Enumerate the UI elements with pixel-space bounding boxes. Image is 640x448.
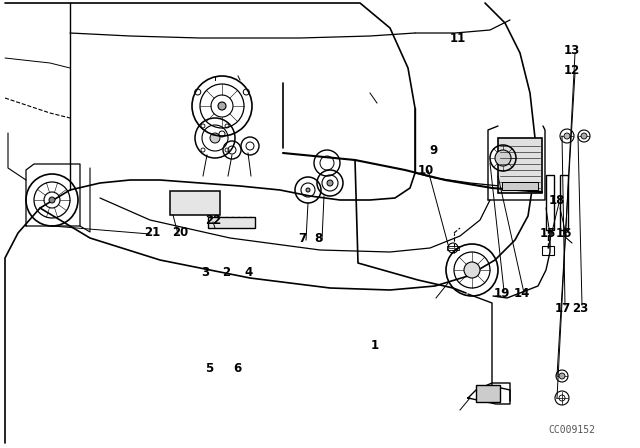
- Bar: [498, 138, 542, 193]
- Text: 3: 3: [201, 266, 209, 279]
- Bar: [170, 191, 220, 215]
- Text: 8: 8: [314, 232, 322, 245]
- Circle shape: [306, 188, 310, 192]
- Circle shape: [464, 262, 480, 278]
- Bar: [542, 246, 554, 255]
- Circle shape: [218, 102, 226, 110]
- Bar: [546, 175, 554, 230]
- Text: 9: 9: [430, 143, 438, 156]
- Circle shape: [559, 373, 565, 379]
- Bar: [476, 385, 500, 402]
- Bar: [208, 217, 255, 228]
- Text: 10: 10: [418, 164, 434, 177]
- Circle shape: [327, 180, 333, 186]
- Circle shape: [564, 133, 570, 139]
- Text: 11: 11: [450, 31, 466, 44]
- Bar: [502, 182, 538, 190]
- Text: 12: 12: [564, 64, 580, 77]
- Text: 15: 15: [540, 227, 556, 240]
- Text: 7: 7: [298, 232, 306, 245]
- Text: 23: 23: [572, 302, 588, 314]
- Text: 4: 4: [245, 266, 253, 279]
- Text: CC009152: CC009152: [548, 425, 595, 435]
- Bar: [560, 175, 568, 230]
- Text: 20: 20: [172, 225, 188, 238]
- Text: 17: 17: [555, 302, 571, 314]
- Text: 14: 14: [514, 287, 530, 300]
- Text: 13: 13: [564, 43, 580, 56]
- Text: 21: 21: [144, 225, 160, 238]
- Text: 18: 18: [549, 194, 565, 207]
- Circle shape: [495, 150, 511, 166]
- Bar: [447, 246, 459, 250]
- Text: 6: 6: [233, 362, 241, 375]
- Text: 22: 22: [205, 214, 221, 227]
- Text: 5: 5: [205, 362, 213, 375]
- Circle shape: [210, 133, 220, 143]
- Text: 1: 1: [371, 339, 379, 352]
- Text: 16: 16: [556, 227, 572, 240]
- Circle shape: [49, 197, 55, 203]
- Text: 2: 2: [222, 266, 230, 279]
- Text: 19: 19: [494, 287, 510, 300]
- Circle shape: [581, 133, 587, 139]
